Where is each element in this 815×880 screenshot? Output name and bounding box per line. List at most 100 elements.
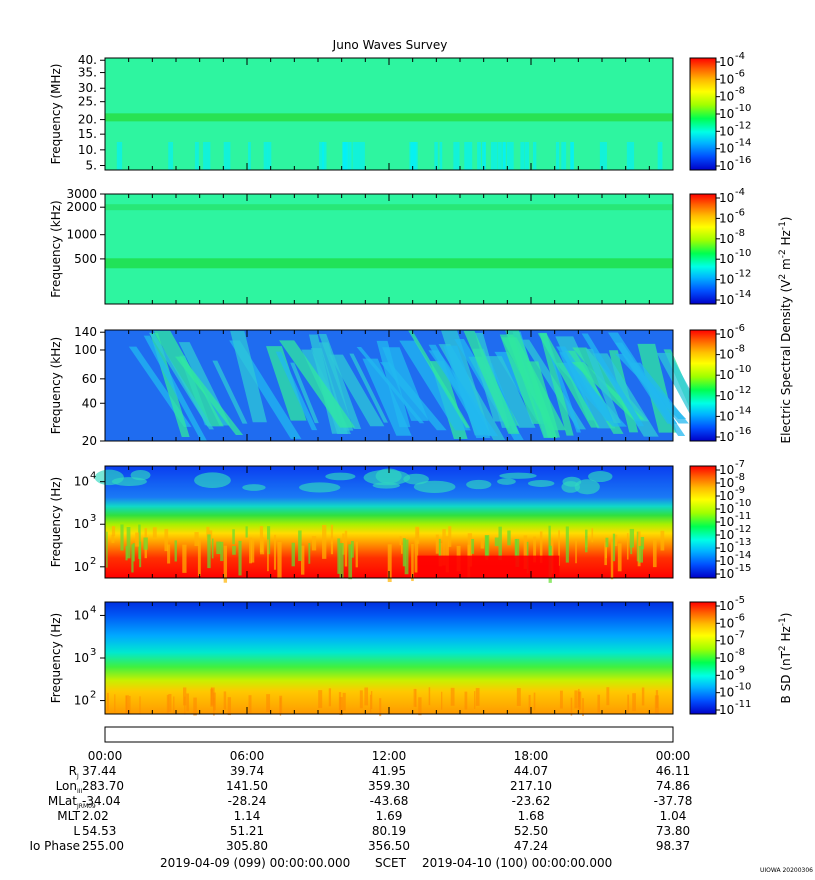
- emission-streak: [259, 526, 264, 553]
- y-tick-label: 20: [82, 434, 97, 448]
- colorbar-gradient: [689, 601, 717, 715]
- y-tick-label: 10: [74, 560, 89, 574]
- y-tick-label: 10: [74, 475, 89, 489]
- colorbar-tick-label: 10: [719, 686, 734, 700]
- emission-streak: [414, 537, 419, 573]
- ephemeris-value: 52.50: [514, 824, 548, 838]
- emission-streak: [182, 544, 187, 573]
- y-tick-exponent: 4: [90, 471, 96, 482]
- colorbar-tick-exponent: -6: [735, 207, 745, 218]
- noise-streak: [263, 142, 268, 170]
- noise-streak: [464, 142, 473, 170]
- emission-streak: [581, 333, 645, 427]
- noise-streak: [490, 142, 497, 170]
- emission-streak: [632, 693, 636, 712]
- ephemeris-value: 47.24: [514, 839, 548, 853]
- emission-patch: [363, 469, 411, 486]
- emission-streak: [350, 540, 354, 558]
- emission-streak: [498, 526, 502, 561]
- emission-streak: [614, 534, 618, 547]
- noise-streak: [520, 142, 525, 170]
- emission-streak: [428, 350, 499, 437]
- ephemeris-value: 54.53: [82, 824, 116, 838]
- emission-patch: [325, 472, 356, 481]
- y-tick-label: 100: [74, 343, 97, 357]
- colorbar-label-part: 2: [778, 645, 788, 651]
- emission-streak: [574, 690, 578, 709]
- emission-streak: [441, 691, 443, 710]
- colorbar-tick-label: 10: [719, 252, 734, 266]
- emission-streak: [131, 544, 134, 573]
- emission-streak: [164, 528, 169, 552]
- emission-streak: [245, 526, 248, 538]
- y-axis-label: Frequency (kHz): [49, 337, 63, 434]
- ephemeris-value: 2.02: [82, 809, 109, 823]
- colorbar-label-part: 2: [778, 274, 788, 280]
- colorbar-tick-label: 10: [719, 541, 734, 555]
- emission-patch: [413, 480, 456, 493]
- emission-streak: [339, 543, 344, 579]
- noise-streak: [524, 142, 530, 170]
- emission-streak: [582, 698, 584, 717]
- colorbar-tick-label: 10: [719, 55, 734, 69]
- emission-streak: [539, 332, 574, 436]
- emission-streak: [387, 544, 392, 583]
- noise-streak: [599, 142, 607, 170]
- ephemeris-value: -34.04: [82, 794, 121, 808]
- emission-streak: [558, 530, 560, 566]
- emission-streak: [597, 694, 601, 713]
- emission-streak: [652, 540, 657, 568]
- emission-streak: [364, 687, 369, 706]
- colorbar-tick-label: 10: [719, 528, 734, 542]
- emission-streak: [152, 527, 157, 538]
- emission-streak: [640, 536, 645, 550]
- colorbar-tick-exponent: -9: [735, 485, 745, 496]
- emission-streak: [298, 530, 302, 562]
- panel-1: 40.35.30.25. 20.15. 10. 5. Frequency (MHz): [49, 53, 674, 173]
- ephemeris-value: 46.11: [656, 764, 690, 778]
- colorbar-tick-exponent: -14: [735, 405, 751, 416]
- ephemeris-label-subscript: J: [76, 773, 79, 780]
- emission-streak: [539, 531, 543, 563]
- colorbar-tick-label: 10: [719, 515, 734, 529]
- y-tick-label: 5.: [86, 159, 97, 173]
- colorbar-label-part: B SD (nT: [779, 650, 793, 703]
- y-tick-label: 10: [74, 608, 89, 622]
- noise-streak: [570, 142, 575, 170]
- colorbar-gradient: [689, 193, 717, 305]
- colorbar-gradient: [689, 57, 717, 171]
- colorbar-gradient: [689, 465, 717, 579]
- time-label: SCET: [375, 856, 407, 870]
- noise-streak: [342, 142, 346, 170]
- emission-streak: [413, 688, 416, 707]
- noise-streak: [410, 142, 418, 170]
- emission-streak: [627, 694, 630, 713]
- emission-streak: [322, 524, 327, 559]
- emission-streak: [359, 690, 363, 709]
- emission-streak: [153, 330, 224, 427]
- emission-streak: [227, 697, 232, 716]
- emission-streak: [139, 541, 142, 568]
- emission-streak: [223, 691, 227, 710]
- colorbar-tick-label: 10: [719, 616, 734, 630]
- emission-streak: [308, 543, 311, 564]
- emission-streak: [342, 692, 346, 711]
- emission-streak: [318, 342, 354, 431]
- colorbar-tick-label: 10: [719, 159, 734, 173]
- colorbar-tick-exponent: -14: [735, 550, 751, 561]
- emission-streak: [435, 534, 439, 554]
- y-tick-label: 3000: [66, 187, 97, 201]
- colorbar-label-part: m: [779, 258, 793, 274]
- colorbar-tick-exponent: -10: [735, 498, 751, 509]
- colorbar-tick-exponent: -6: [735, 68, 745, 79]
- y-tick-label: 30.: [78, 81, 97, 95]
- emission-streak: [107, 692, 109, 711]
- emission-patch: [561, 481, 580, 493]
- ephemeris-label-mlat: MLat: [48, 794, 77, 808]
- emission-streak: [485, 356, 536, 428]
- emission-streak: [445, 536, 449, 573]
